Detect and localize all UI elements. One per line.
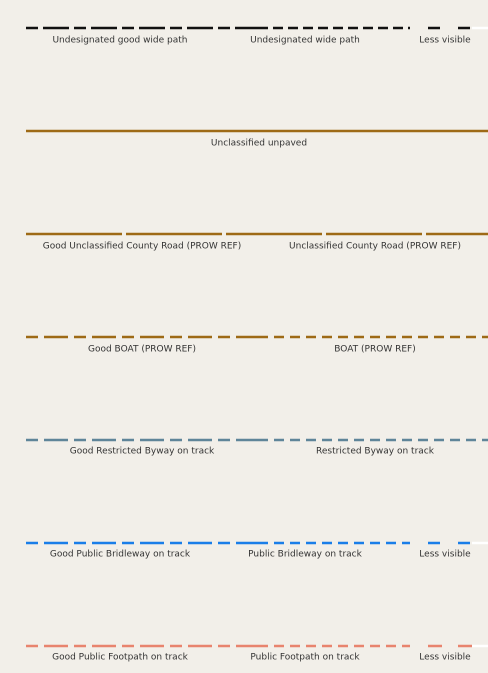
label: Good BOAT (PROW REF) (88, 345, 196, 355)
label: Good Public Bridleway on track (50, 550, 191, 560)
label: Less visible (419, 653, 471, 663)
label: Restricted Byway on track (316, 447, 435, 457)
label: Good Restricted Byway on track (70, 447, 215, 457)
label: Good Unclassified County Road (PROW REF) (43, 242, 242, 252)
label: Unclassified unpaved (211, 139, 307, 149)
label: Public Footpath on track (250, 653, 360, 663)
label: Unclassified County Road (PROW REF) (289, 242, 461, 252)
label: Less visible (419, 36, 471, 46)
label: Good Public Footpath on track (52, 653, 189, 663)
label: BOAT (PROW REF) (334, 345, 415, 355)
label: Undesignated wide path (250, 36, 360, 46)
label: Less visible (419, 550, 471, 560)
label: Undesignated good wide path (52, 36, 187, 46)
label: Public Bridleway on track (248, 550, 362, 560)
